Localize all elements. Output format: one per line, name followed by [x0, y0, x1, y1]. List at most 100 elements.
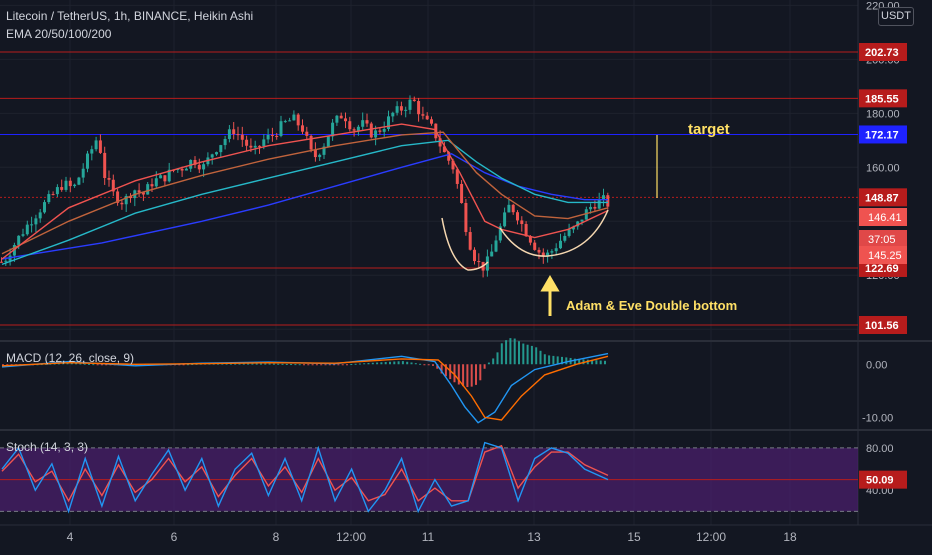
- macd-histogram-bar: [565, 357, 568, 365]
- candle-body: [146, 184, 150, 195]
- macd-histogram-bar: [526, 344, 529, 365]
- candle-body: [60, 187, 64, 190]
- macd-histogram-bar: [453, 364, 456, 383]
- macd-histogram-bar: [432, 364, 434, 366]
- candle-body: [344, 118, 347, 122]
- candle-body: [331, 122, 335, 137]
- price-level-tag-3: 148.87: [865, 192, 899, 204]
- macd-histogram-bar: [483, 364, 486, 369]
- macd-histogram-bar: [406, 361, 409, 365]
- macd-histogram-bar: [182, 364, 185, 366]
- candle-body: [584, 209, 588, 220]
- candle-body: [576, 221, 580, 227]
- price-level-tag-bg-0: [859, 42, 907, 61]
- macd-histogram-bar: [462, 364, 465, 387]
- candle-body: [554, 248, 558, 252]
- candle-body: [391, 112, 395, 117]
- macd-histogram-bar: [221, 363, 224, 365]
- candle-body: [90, 149, 94, 154]
- price-level-tag-5: 101.56: [865, 320, 899, 332]
- candle-body: [417, 101, 421, 115]
- eve-arc: [499, 209, 609, 257]
- macd-histogram-bar: [419, 363, 422, 365]
- candle-body: [77, 177, 81, 185]
- candle-body: [369, 123, 373, 138]
- up-arrow-icon: [540, 275, 560, 316]
- macd-histogram-bar: [384, 362, 387, 365]
- macd-histogram-bar: [414, 363, 417, 365]
- candle-body: [550, 251, 554, 253]
- macd-histogram-bar: [401, 361, 404, 365]
- candle-body: [490, 251, 494, 257]
- macd-histogram-bar: [6, 364, 9, 366]
- candle-body: [455, 169, 459, 184]
- macd-tick-1: -10.00: [862, 412, 893, 424]
- candle-body: [511, 204, 515, 213]
- candle-body: [318, 154, 322, 158]
- price-level-tag-4: 122.69: [865, 263, 899, 275]
- macd-histogram-bar: [561, 356, 563, 365]
- macd-histogram-bar: [346, 364, 348, 366]
- candle-body: [288, 120, 292, 122]
- candle-body: [503, 212, 507, 227]
- macd-histogram-bar: [354, 363, 357, 365]
- macd-histogram-bar: [303, 364, 305, 366]
- candle-body: [197, 164, 201, 170]
- candle-body: [266, 134, 270, 140]
- price-level-tag-1: 185.55: [865, 93, 899, 105]
- macd-histogram-bar: [466, 364, 469, 388]
- candle-body: [193, 159, 197, 165]
- candle-body: [150, 184, 154, 187]
- currency-badge[interactable]: USDT: [878, 7, 914, 26]
- macd-histogram-bar: [242, 363, 245, 365]
- candle-body: [4, 260, 8, 262]
- candle-body: [567, 229, 571, 236]
- candle-body: [236, 134, 240, 136]
- candle-body: [438, 138, 442, 147]
- macd-histogram-bar: [423, 364, 426, 366]
- macd-histogram-bar: [324, 364, 327, 366]
- macd-histogram-bar: [573, 358, 576, 365]
- stoch-value-tag-bg: [859, 470, 907, 489]
- candle-body: [580, 219, 584, 222]
- macd-histogram-bar: [591, 359, 594, 365]
- candle-body: [81, 168, 85, 178]
- macd-histogram-bar: [105, 364, 108, 366]
- candle-body: [541, 252, 545, 257]
- candle-body: [404, 109, 408, 111]
- candle-body: [120, 202, 124, 205]
- candle-body: [374, 130, 378, 138]
- macd-histogram-bar: [75, 363, 78, 365]
- macd-histogram-bar: [363, 363, 366, 365]
- candle-body: [253, 145, 257, 148]
- macd-histogram-bar: [225, 363, 228, 365]
- macd-histogram-bar: [229, 363, 232, 365]
- macd-histogram-bar: [277, 363, 280, 365]
- candle-body: [442, 146, 446, 153]
- candle-body: [335, 115, 339, 123]
- ema50-line: [1, 131, 609, 255]
- time-tick-label-1: 6: [171, 530, 178, 544]
- candle-body: [21, 234, 25, 236]
- candle-body: [348, 121, 352, 130]
- macd-histogram-bar: [311, 364, 314, 366]
- candle-body: [202, 164, 206, 170]
- macd-histogram-bar: [251, 363, 254, 365]
- candle-body: [47, 194, 51, 203]
- candle-body: [176, 168, 180, 171]
- macd-histogram-bar: [578, 359, 581, 365]
- last-price-tag-bg-2: [859, 246, 907, 264]
- macd-histogram-bar: [427, 364, 430, 366]
- macd-histogram-bar: [62, 363, 65, 365]
- candle-body: [571, 226, 575, 230]
- candle-body: [215, 152, 218, 155]
- time-tick-label-4: 11: [422, 530, 435, 544]
- candle-body: [382, 128, 386, 132]
- macd-histogram-bar: [298, 364, 301, 366]
- candle-body: [339, 115, 343, 119]
- candle-body: [421, 114, 425, 116]
- macd-histogram-bar: [320, 364, 323, 366]
- macd-histogram-bar: [436, 364, 439, 369]
